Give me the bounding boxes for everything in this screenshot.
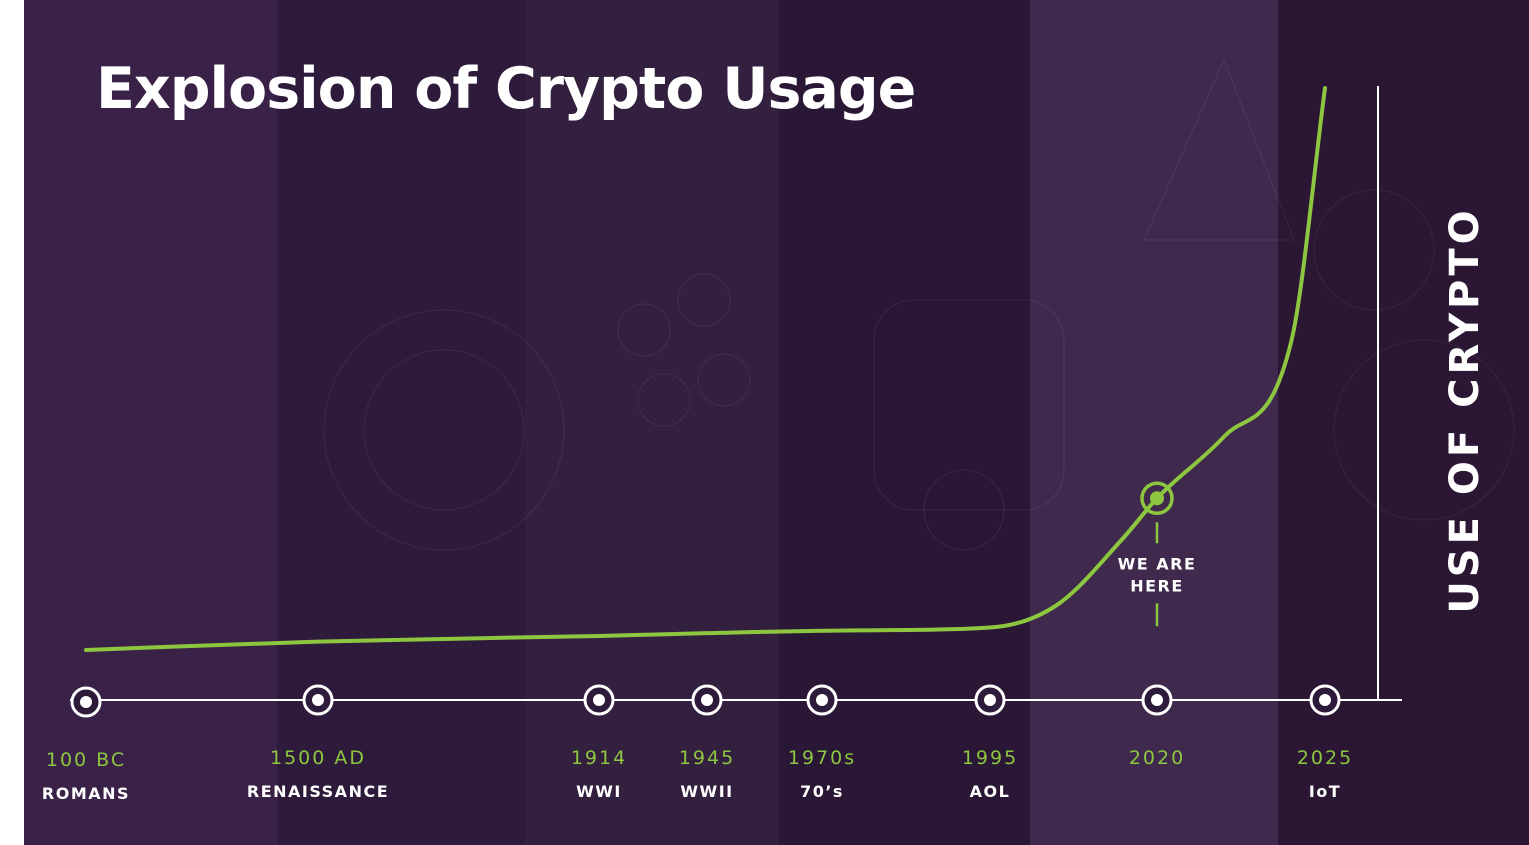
timeline-marker-dot bbox=[701, 694, 713, 706]
timeline-marker-dot bbox=[1151, 694, 1163, 706]
timeline-marker-dot bbox=[816, 694, 828, 706]
tick-era-label: WWI bbox=[576, 782, 622, 801]
annotation-line: WE ARE bbox=[1118, 554, 1197, 573]
timeline-markers bbox=[70, 684, 1341, 718]
tick-era-label: AOL bbox=[970, 782, 1011, 801]
timeline-labels: 100 BC ROMANS 1500 AD RENAISSANCE 1914 WWI 194… bbox=[42, 747, 1353, 803]
tick-year-label: 1500 AD bbox=[270, 747, 366, 769]
tick-year-label: 2020 bbox=[1129, 747, 1185, 769]
chart-title: Explosion of Crypto Usage bbox=[96, 56, 916, 122]
decorative-background-art bbox=[323, 58, 1515, 551]
timeline-marker-dot bbox=[1319, 694, 1331, 706]
timeline-marker-dot bbox=[984, 694, 996, 706]
annotation-text: WE ARE HERE bbox=[1118, 554, 1197, 595]
infographic: Explosion of Crypto Usage WE ARE HERE 100… bbox=[24, 0, 1529, 845]
timeline-marker-dot bbox=[80, 696, 92, 708]
tick-era-label: ROMANS bbox=[42, 784, 130, 803]
tick-year-label: 1995 bbox=[962, 747, 1018, 769]
tick-era-label: 70’s bbox=[800, 782, 844, 801]
annotation-layer: WE ARE HERE bbox=[1118, 481, 1197, 627]
usage-curve bbox=[84, 86, 1327, 652]
current-point-ring bbox=[1140, 481, 1174, 516]
timeline-marker-dot bbox=[312, 694, 324, 706]
tick-year-label: 1970s bbox=[788, 747, 856, 769]
tick-era-label: WWII bbox=[680, 782, 733, 801]
romans-panel bbox=[24, 0, 277, 845]
axes bbox=[70, 86, 1402, 701]
crypto-usage-chart: WE ARE HERE 100 BC ROMANS 1500 AD RENAISSANC… bbox=[42, 86, 1402, 803]
curve-layer bbox=[84, 86, 1327, 652]
tick-year-label: 2025 bbox=[1297, 747, 1353, 769]
enigma-panel bbox=[525, 0, 779, 845]
current-point-dot bbox=[1150, 491, 1164, 506]
tick-era-label: IoT bbox=[1309, 782, 1341, 801]
tick-year-label: 1914 bbox=[571, 747, 627, 769]
tick-year-label: 1945 bbox=[679, 747, 735, 769]
y-axis-label-wrapper: USE OF CRYPTO bbox=[1420, 190, 1510, 630]
timeline-marker-dot bbox=[593, 694, 605, 706]
annotation-line: HERE bbox=[1130, 576, 1184, 595]
tick-era-label: RENAISSANCE bbox=[247, 782, 389, 801]
tick-year-label: 100 BC bbox=[46, 749, 126, 771]
y-axis-label: USE OF CRYPTO bbox=[1442, 206, 1488, 614]
